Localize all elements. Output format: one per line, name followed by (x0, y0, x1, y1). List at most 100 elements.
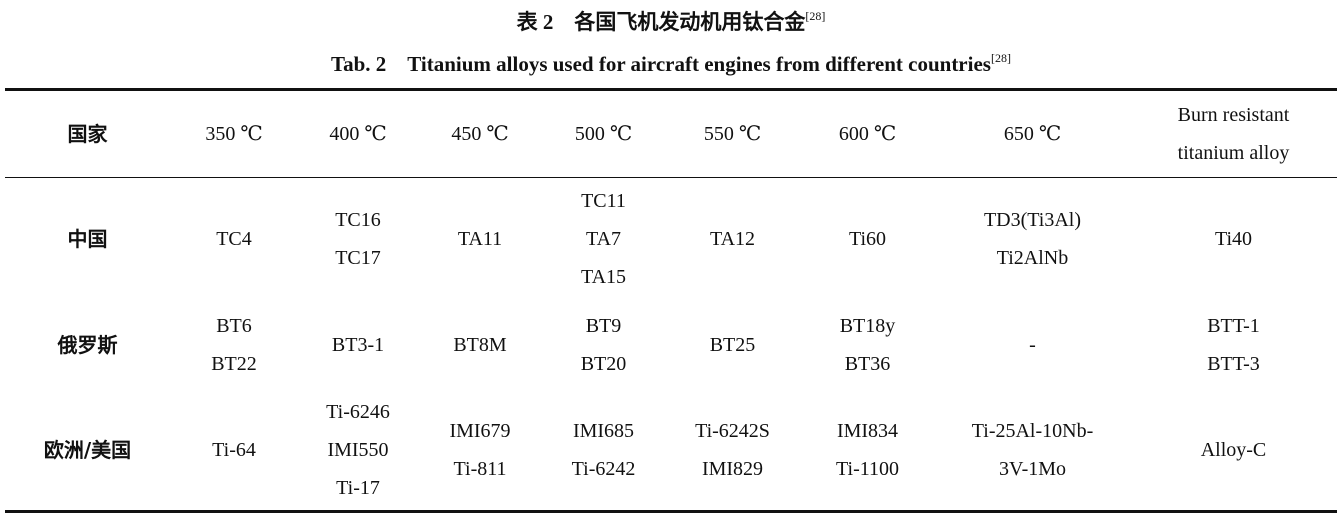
alloy-name: IMI550 (327, 438, 389, 461)
title-zh-ref: [28] (805, 9, 826, 23)
table-body: 中国 TC4 TC16 TC17 TA11 TC11 TA7 TA15 TA12 Ti60 TD3(… (5, 178, 1337, 512)
alloy-name: Ti-17 (336, 476, 380, 499)
alloy-cell: IMI679 Ti-811 (418, 390, 542, 512)
alloy-name: BT18y (839, 314, 896, 337)
alloy-cell: Ti-6242S IMI829 (665, 390, 800, 512)
alloy-name: TA15 (580, 265, 627, 288)
alloy-cell: TC11 TA7 TA15 (542, 178, 665, 300)
alloy-cell: Alloy-C (1130, 390, 1337, 512)
title-en-text: Tab. 2 Titanium alloys used for aircraft… (331, 52, 991, 76)
alloy-cell: TC4 (170, 178, 298, 300)
alloy-name: 3V-1Mo (998, 457, 1067, 480)
alloy-name: BT25 (709, 333, 756, 356)
alloy-cell: TD3(Ti3Al) Ti2AlNb (935, 178, 1130, 300)
alloy-name: Ti-6242 (571, 457, 636, 480)
alloy-name: IMI679 (449, 419, 511, 442)
header-text: 450 ℃ (451, 123, 509, 145)
country-cell: 俄罗斯 (5, 300, 170, 390)
country-cell: 欧洲/美国 (5, 390, 170, 512)
alloy-name: BT6 (216, 314, 252, 337)
header-text: Burn resistant titanium alloy (1177, 104, 1290, 164)
alloy-name: - (1029, 333, 1036, 356)
alloy-name: BTT-1 (1207, 314, 1260, 337)
alloy-cell: IMI685 Ti-6242 (542, 390, 665, 512)
country-text: 中国 (67, 226, 108, 251)
title-en-ref: [28] (990, 51, 1011, 65)
header-cell: 600 ℃ (800, 90, 935, 178)
header-row: 国家 350 ℃ 400 ℃ 450 ℃ 500 ℃ 550 ℃ 600 ℃ 650 ℃ Bur… (5, 89, 1337, 178)
header-cell: 650 ℃ (935, 90, 1130, 178)
alloy-name: BT20 (580, 352, 627, 375)
alloy-name: BTT-3 (1207, 352, 1260, 375)
alloy-cell: - (935, 300, 1130, 390)
alloy-name: TA7 (585, 227, 622, 250)
alloy-name: Ti-6246 (326, 400, 390, 423)
alloy-name: TC11 (581, 189, 626, 212)
alloy-cell: TA12 (665, 178, 800, 300)
alloy-cell: BT18y BT36 (800, 300, 935, 390)
country-text: 欧洲/美国 (43, 437, 132, 462)
alloy-name: Ti40 (1214, 227, 1253, 250)
alloy-name: Ti-6242S (695, 419, 770, 442)
alloy-name: TA11 (457, 227, 503, 250)
alloy-cell: Ti-25Al-10Nb- 3V-1Mo (935, 390, 1130, 512)
header-cell: 550 ℃ (665, 90, 800, 178)
alloy-name: BT36 (844, 352, 891, 375)
alloy-name: IMI834 (836, 419, 899, 442)
alloy-name: Ti60 (848, 227, 887, 250)
table-row: 欧洲/美国 Ti-64 Ti-6246 IMI550 Ti-17 IMI679 Ti-811… (5, 390, 1337, 512)
alloy-name: IMI685 (572, 419, 635, 442)
alloy-name: IMI829 (701, 457, 764, 480)
country-cell: 中国 (5, 178, 170, 300)
title-zh: 表 2 各国飞机发动机用钛合金[28] (0, 6, 1342, 36)
alloy-name: TC16 (335, 208, 381, 231)
alloy-name: Ti-1100 (836, 457, 899, 480)
alloy-name: Ti-25Al-10Nb- (971, 419, 1094, 442)
alloy-name: TC4 (216, 227, 252, 250)
header-text: 600 ℃ (838, 123, 897, 145)
table-row: 中国 TC4 TC16 TC17 TA11 TC11 TA7 TA15 TA12 Ti60 TD3(… (5, 178, 1337, 300)
header-cell: Burn resistant titanium alloy (1130, 90, 1337, 178)
header-cell: 500 ℃ (542, 90, 665, 178)
alloy-cell: BT3-1 (298, 300, 418, 390)
alloy-cell: BT6 BT22 (170, 300, 298, 390)
header-cell: 350 ℃ (170, 90, 298, 178)
alloy-cell: Ti40 (1130, 178, 1337, 300)
alloy-cell: Ti-6246 IMI550 Ti-17 (298, 390, 418, 512)
header-text: 400 ℃ (329, 123, 387, 145)
header-text: 550 ℃ (703, 123, 762, 145)
alloy-name: TD3(Ti3Al) (983, 208, 1082, 231)
alloy-name: Ti-811 (453, 457, 507, 480)
alloy-name: BT3-1 (331, 333, 385, 356)
alloy-cell: TA11 (418, 178, 542, 300)
alloy-cell: TC16 TC17 (298, 178, 418, 300)
alloy-cell: BT25 (665, 300, 800, 390)
title-en: Tab. 2 Titanium alloys used for aircraft… (0, 48, 1342, 78)
alloy-table: 国家 350 ℃ 400 ℃ 450 ℃ 500 ℃ 550 ℃ 600 ℃ 650 ℃ Bur… (5, 88, 1337, 513)
alloy-name: BT9 (585, 314, 622, 337)
alloy-cell: IMI834 Ti-1100 (800, 390, 935, 512)
alloy-name: Alloy-C (1200, 438, 1267, 461)
alloy-name: TA12 (709, 227, 756, 250)
header-text: 650 ℃ (1003, 123, 1062, 145)
alloy-cell: Ti60 (800, 178, 935, 300)
alloy-cell: Ti-64 (170, 390, 298, 512)
title-zh-text: 表 2 各国飞机发动机用钛合金 (516, 10, 806, 34)
alloy-cell: BT8M (418, 300, 542, 390)
alloy-cell: BTT-1 BTT-3 (1130, 300, 1337, 390)
alloy-cell: BT9 BT20 (542, 300, 665, 390)
alloy-name: Ti2AlNb (996, 246, 1069, 269)
header-text: 500 ℃ (574, 123, 633, 145)
alloy-name: Ti-64 (212, 438, 256, 461)
header-cell: 450 ℃ (418, 90, 542, 178)
header-text: 350 ℃ (205, 123, 263, 145)
header-text: 国家 (67, 122, 108, 146)
alloy-name: BT8M (453, 333, 507, 356)
header-cell: 400 ℃ (298, 90, 418, 178)
table-row: 俄罗斯 BT6 BT22 BT3-1 BT8M BT9 BT20 BT25 BT18y BT36 -… (5, 300, 1337, 390)
alloy-name: TC17 (335, 246, 381, 269)
alloy-name: BT22 (211, 352, 257, 375)
country-text: 俄罗斯 (57, 332, 118, 357)
header-cell: 国家 (5, 90, 170, 178)
